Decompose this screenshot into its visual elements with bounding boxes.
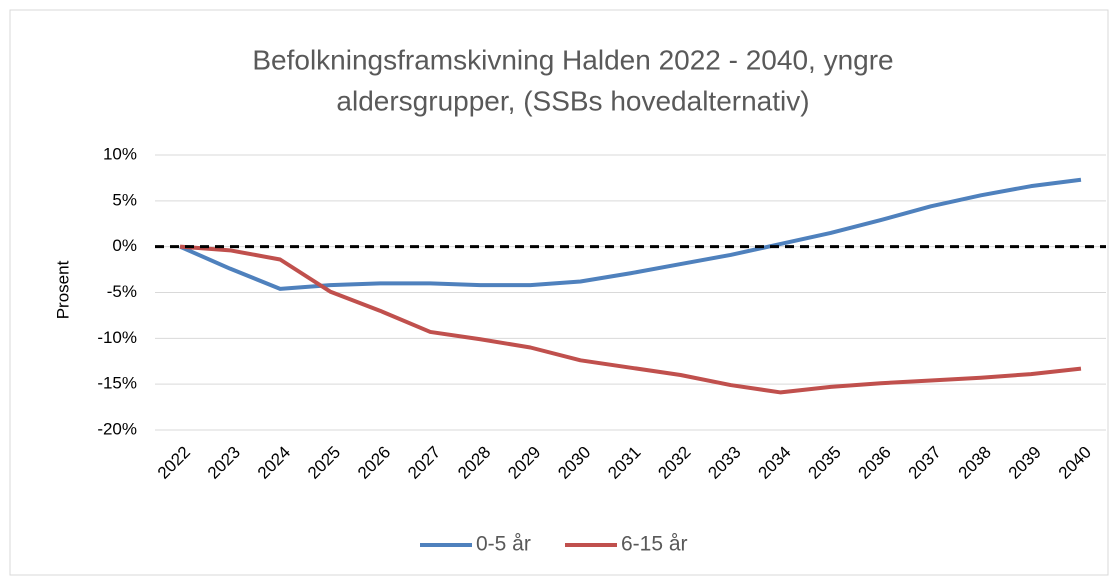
- series-line: [179, 244, 1082, 395]
- legend-label: 0-5 år: [476, 533, 531, 556]
- y-tick-label: -15%: [97, 374, 137, 393]
- y-tick-label: 0%: [112, 236, 137, 255]
- y-tick-label: -20%: [97, 419, 137, 438]
- chart-title: Befolkningsframskivning Halden 2022 - 20…: [252, 44, 893, 75]
- legend-label: 6-15 år: [621, 533, 688, 556]
- series-line: [179, 177, 1082, 291]
- y-axis-label: Prosent: [53, 260, 72, 319]
- y-tick-label: 5%: [112, 190, 137, 209]
- y-tick-label: -10%: [97, 328, 137, 347]
- y-tick-label: 10%: [103, 144, 137, 163]
- chart-title: aldersgrupper, (SSBs hovedalternativ): [336, 85, 809, 116]
- y-tick-label: -5%: [107, 282, 137, 301]
